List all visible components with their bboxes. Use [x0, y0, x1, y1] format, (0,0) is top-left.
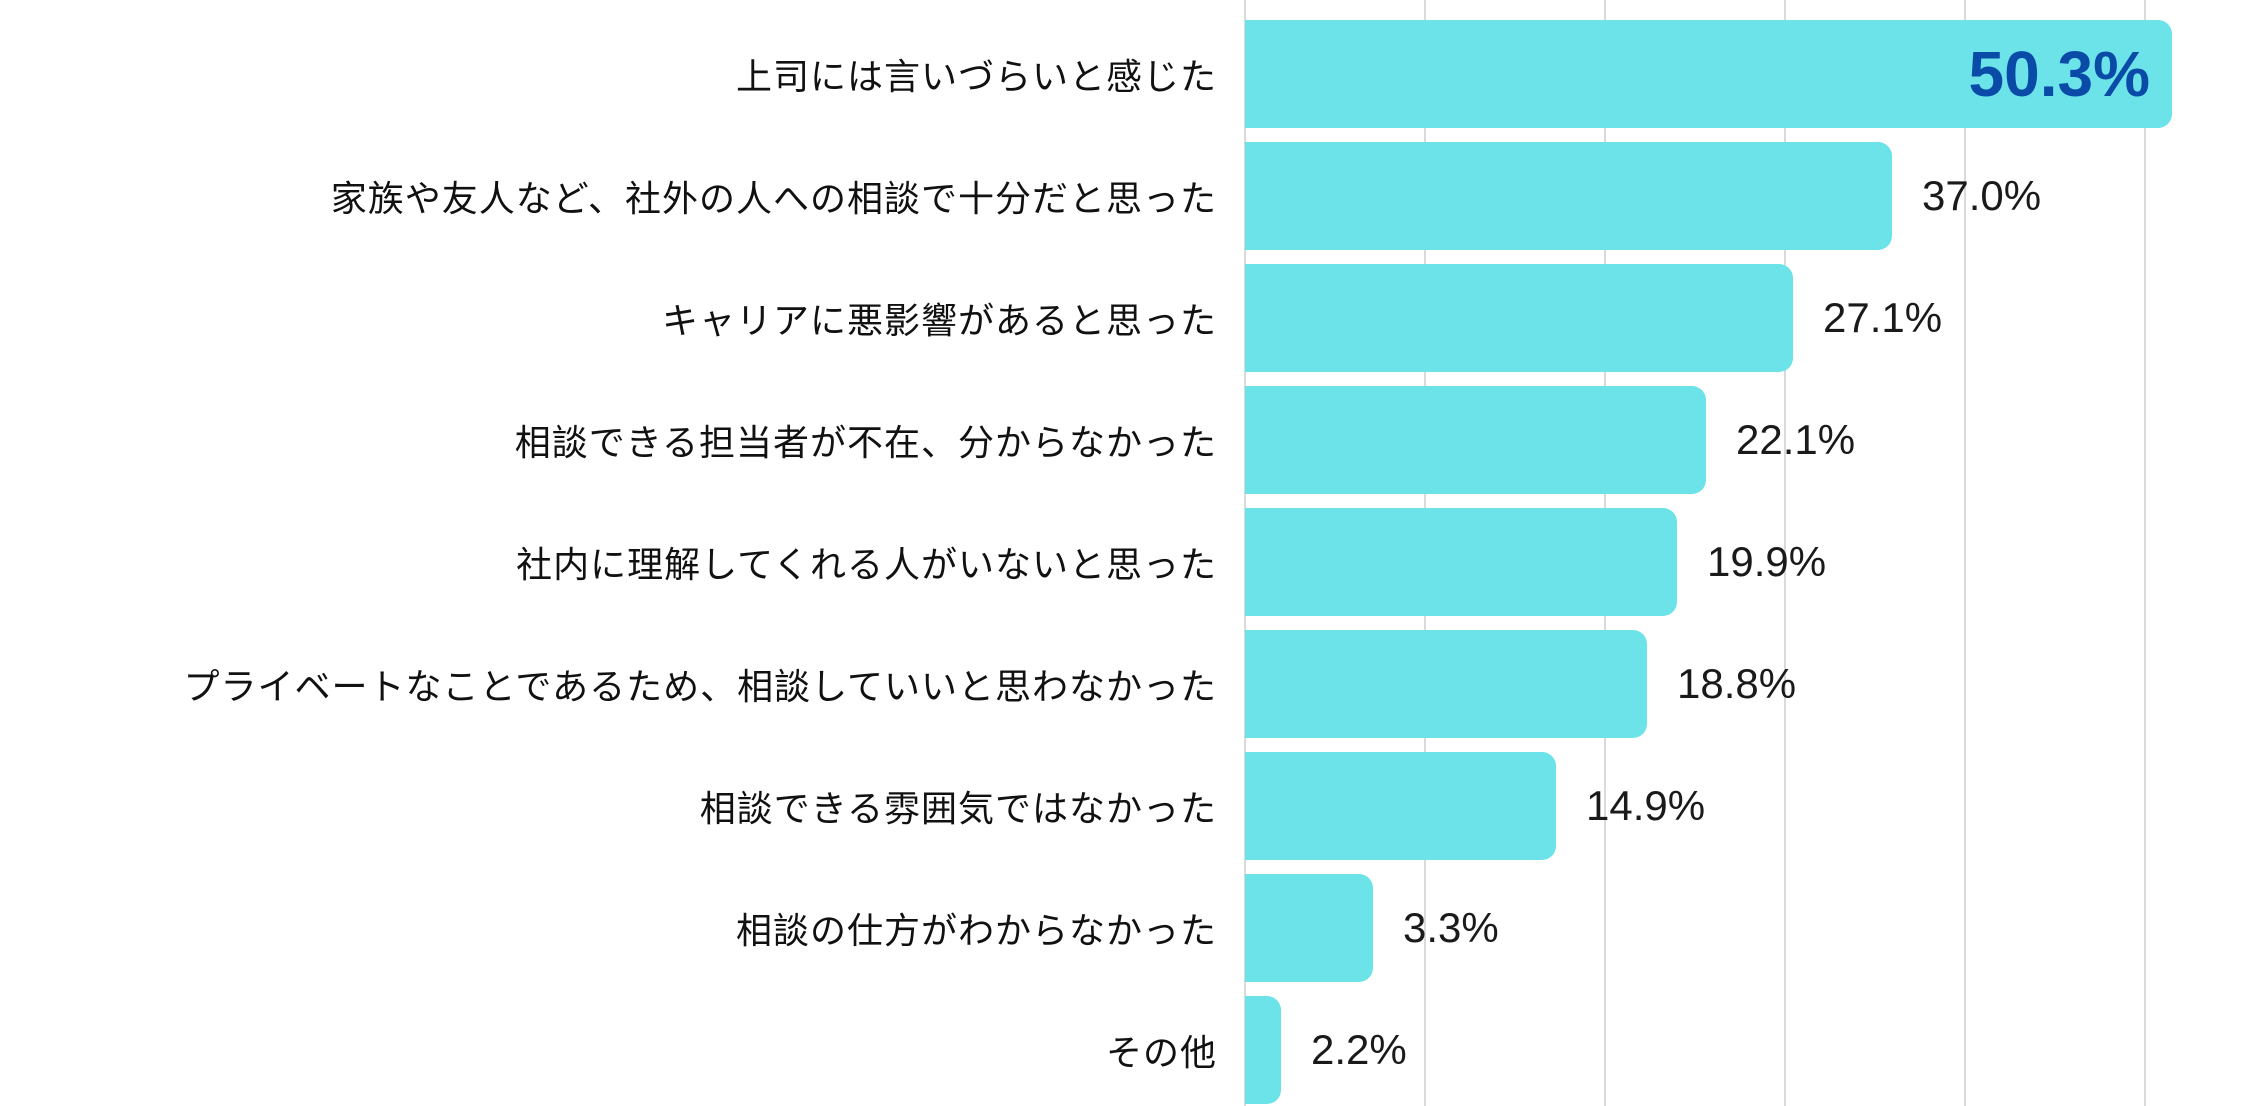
bar	[1245, 874, 1373, 982]
bar	[1245, 630, 1647, 738]
chart-row: 上司には言いづらいと感じた 50.3%	[0, 20, 2245, 128]
bar-track: 18.8%	[1245, 630, 2245, 738]
chart-row: 家族や友人など、社外の人への相談で十分だと思った 37.0%	[0, 142, 2245, 250]
value-label-outside: 2.2%	[1311, 1026, 1407, 1073]
category-label: キャリアに悪影響があると思った	[661, 300, 1217, 341]
category-label: 相談の仕方がわからなかった	[735, 910, 1217, 951]
bar	[1245, 752, 1556, 860]
value-label-outside: 37.0%	[1921, 172, 2042, 219]
gridline	[1964, 0, 1966, 1106]
value-label-outside: 22.1%	[1736, 416, 1856, 463]
chart-row: 相談の仕方がわからなかった 3.3%	[0, 874, 2245, 982]
bar	[1245, 996, 1281, 1104]
category-label: 上司には言いづらいと感じた	[735, 56, 1217, 97]
bar	[1245, 264, 1793, 372]
bar-track: 14.9%	[1245, 752, 2245, 860]
category-label: プライベートなことであるため、相談していいと思わなかった	[183, 666, 1217, 707]
bar-track: 50.3%	[1245, 20, 2245, 128]
bar-track: 27.1%	[1245, 264, 2245, 372]
value-label-inside: 50.3%	[1968, 38, 2150, 110]
category-label: 相談できる担当者が不在、分からなかった	[514, 422, 1217, 463]
chart-row: 相談できる担当者が不在、分からなかった 22.1%	[0, 386, 2245, 494]
gridline	[2144, 0, 2146, 1106]
bar-track: 2.2%	[1245, 996, 2245, 1104]
category-label: 社内に理解してくれる人がいないと思った	[516, 544, 1217, 585]
bar-track: 37.0%	[1245, 142, 2245, 250]
chart-row: その他 2.2%	[0, 996, 2245, 1104]
chart-row: キャリアに悪影響があると思った 27.1%	[0, 264, 2245, 372]
bar: 50.3%	[1245, 20, 2172, 128]
gridline	[1784, 0, 1786, 1106]
value-label-outside: 19.9%	[1707, 538, 1827, 585]
bar-track: 3.3%	[1245, 874, 2245, 982]
bar	[1245, 142, 1892, 250]
value-label-outside: 14.9%	[1586, 782, 1706, 829]
value-label-outside: 27.1%	[1823, 294, 1943, 341]
bar	[1245, 508, 1677, 616]
chart-row: プライベートなことであるため、相談していいと思わなかった 18.8%	[0, 630, 2245, 738]
bar-track: 22.1%	[1245, 386, 2245, 494]
category-label: その他	[1105, 1032, 1217, 1073]
chart-row: 相談できる雰囲気ではなかった 14.9%	[0, 752, 2245, 860]
bar	[1245, 386, 1706, 494]
value-label-outside: 3.3%	[1403, 904, 1499, 951]
bar-track: 19.9%	[1245, 508, 2245, 616]
category-label: 相談できる雰囲気ではなかった	[699, 788, 1217, 829]
chart-row: 社内に理解してくれる人がいないと思った 19.9%	[0, 508, 2245, 616]
category-label: 家族や友人など、社外の人への相談で十分だと思った	[330, 178, 1217, 219]
value-label-outside: 18.8%	[1677, 660, 1797, 707]
